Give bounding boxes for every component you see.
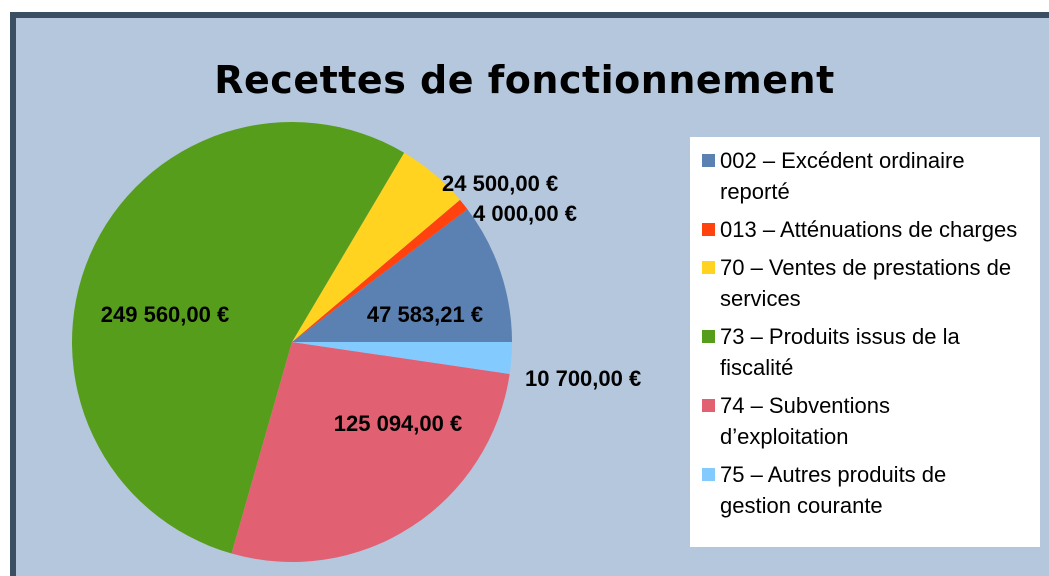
legend-label: 73 – Produits issus de la fiscalité: [720, 324, 960, 380]
legend-swatch: [702, 330, 715, 343]
legend-entry: 013 – Atténuations de charges: [702, 214, 1030, 245]
pie-slice: [292, 342, 512, 374]
pie-slice: [292, 152, 460, 342]
legend-label: 013 – Atténuations de charges: [720, 217, 1018, 242]
legend-label: 75 – Autres produits de gestion courante: [720, 462, 947, 518]
pie-slice: [292, 199, 468, 342]
data-label: 10 700,00 €: [525, 366, 641, 391]
data-label: 4 000,00 €: [473, 201, 577, 226]
legend-swatch: [702, 261, 715, 274]
data-label: 249 560,00 €: [101, 302, 229, 327]
legend-label: 002 – Excédent ordinaire reporté: [720, 148, 965, 204]
chart-title: Recettes de fonctionnement: [214, 58, 835, 102]
legend-swatch: [702, 468, 715, 481]
pie-slice: [292, 209, 512, 342]
data-label: 125 094,00 €: [334, 411, 462, 436]
legend-swatch: [702, 154, 715, 167]
legend-entry: 002 – Excédent ordinaire reporté: [702, 145, 1030, 207]
pie-slice: [71, 121, 405, 554]
pie-slice: [231, 342, 510, 563]
legend: 002 – Excédent ordinaire reporté 013 – At…: [690, 137, 1040, 547]
legend-swatch: [702, 399, 715, 412]
data-label: 24 500,00 €: [442, 171, 558, 196]
legend-entry: 70 – Ventes de prestations de services: [702, 252, 1030, 314]
legend-entry: 74 – Subventions d’exploitation: [702, 390, 1030, 452]
legend-entry: 75 – Autres produits de gestion courante: [702, 459, 1030, 521]
legend-label: 70 – Ventes de prestations de services: [720, 255, 1012, 311]
legend-label: 74 – Subventions d’exploitation: [720, 393, 891, 449]
data-label: 47 583,21 €: [367, 302, 483, 327]
legend-swatch: [702, 223, 715, 236]
legend-entry: 73 – Produits issus de la fiscalité: [702, 321, 1030, 383]
